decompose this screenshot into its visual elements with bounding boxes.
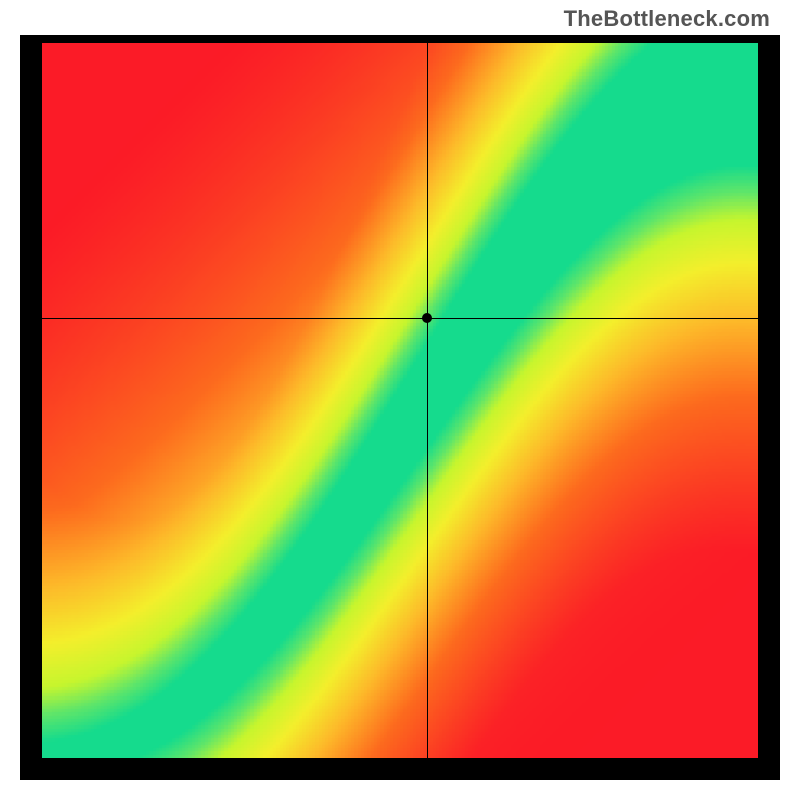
attribution-text: TheBottleneck.com	[564, 6, 770, 32]
crosshair-horizontal	[42, 318, 758, 319]
heatmap-canvas	[42, 43, 758, 758]
plot-area	[42, 43, 758, 758]
crosshair-vertical	[427, 43, 428, 758]
crosshair-marker	[422, 313, 432, 323]
plot-frame	[20, 35, 780, 780]
figure-container: TheBottleneck.com	[0, 0, 800, 800]
